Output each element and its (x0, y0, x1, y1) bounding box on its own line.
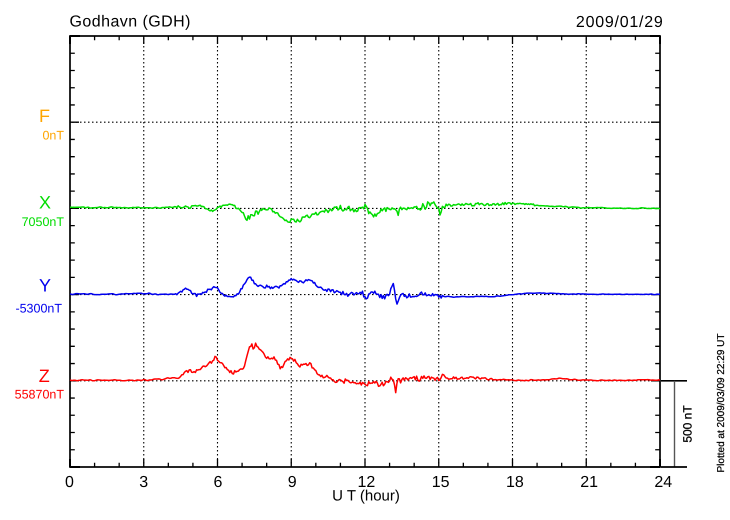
svg-text:3: 3 (139, 474, 148, 491)
svg-text:7050nT: 7050nT (22, 215, 65, 229)
svg-text:2009/01/29: 2009/01/29 (576, 14, 664, 31)
svg-text:-5300nT: -5300nT (15, 302, 62, 316)
svg-text:F: F (39, 106, 50, 126)
svg-text:U T (hour): U T (hour) (332, 488, 400, 505)
svg-text:55870nT: 55870nT (15, 388, 65, 402)
svg-text:Godhavn (GDH): Godhavn (GDH) (70, 14, 191, 31)
svg-text:Y: Y (39, 276, 51, 296)
svg-text:9: 9 (288, 474, 297, 491)
svg-text:21: 21 (580, 474, 598, 491)
svg-text:6: 6 (214, 474, 223, 491)
svg-text:24: 24 (654, 474, 672, 491)
svg-text:0: 0 (65, 474, 74, 491)
svg-text:Plotted at 2009/03/09 22:29 UT: Plotted at 2009/03/09 22:29 UT (716, 334, 727, 473)
svg-text:15: 15 (432, 474, 450, 491)
svg-text:X: X (39, 193, 51, 213)
svg-text:500 nT: 500 nT (681, 405, 695, 443)
svg-text:18: 18 (506, 474, 524, 491)
svg-text:0nT: 0nT (42, 129, 64, 143)
svg-text:Z: Z (39, 366, 50, 386)
svg-text:12: 12 (358, 474, 376, 491)
